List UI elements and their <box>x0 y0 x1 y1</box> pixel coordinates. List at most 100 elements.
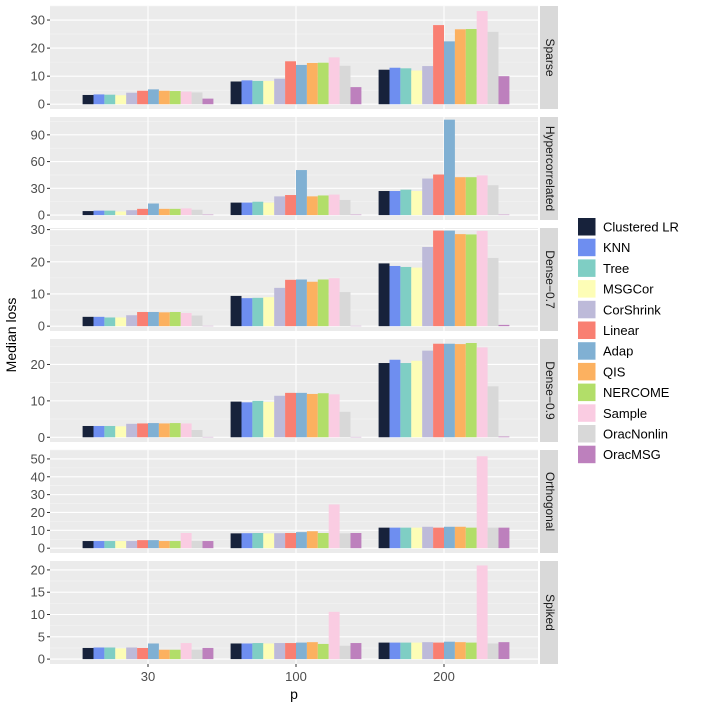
bar-clustered-lr-p200 <box>378 642 390 660</box>
bar-linear-p200 <box>433 230 444 327</box>
y-tick-label: 90 <box>31 127 45 142</box>
bar-adap-p100 <box>296 532 307 549</box>
bar-msgcor-p30 <box>115 211 127 216</box>
legend-swatch-oracmsg <box>578 445 596 464</box>
legend-label: Clustered LR <box>603 220 679 235</box>
bar-oracmsg-p100 <box>350 643 362 660</box>
legend-swatch-nercome <box>578 383 596 402</box>
bar-clustered-lr-p30 <box>82 211 94 216</box>
bar-knn-p100 <box>241 298 253 327</box>
bar-oracnonlin-p200 <box>487 257 499 327</box>
bar-qis-p30 <box>158 541 170 549</box>
bar-tree-p200 <box>400 527 412 549</box>
bar-knn-p200 <box>389 359 401 438</box>
bar-tree-p100 <box>252 643 264 660</box>
bar-tree-p200 <box>400 266 412 327</box>
bar-corshrink-p100 <box>274 643 286 660</box>
bar-knn-p100 <box>241 533 253 549</box>
bar-sample-p200 <box>476 347 488 438</box>
bar-clustered-lr-p100 <box>230 401 242 438</box>
bar-oracmsg-p100 <box>350 87 362 105</box>
bar-adap-p200 <box>444 230 455 327</box>
bar-linear-p100 <box>285 279 296 327</box>
bar-qis-p100 <box>306 281 318 327</box>
bar-sample-p200 <box>476 175 488 216</box>
bar-knn-p100 <box>241 80 253 105</box>
bar-linear-p100 <box>285 392 296 438</box>
legend-label: Tree <box>603 261 629 276</box>
legend-swatch-corshrink <box>578 300 596 319</box>
bar-adap-p30 <box>148 89 159 105</box>
bar-tree-p30 <box>104 94 116 105</box>
bar-knn-p30 <box>93 316 105 327</box>
legend-label: OracNonlin <box>603 427 668 442</box>
bar-knn-p200 <box>389 191 401 216</box>
y-tick-label: 20 <box>31 505 45 520</box>
bar-msgcor-p200 <box>411 360 423 438</box>
bar-oracnonlin-p100 <box>339 411 351 438</box>
bar-knn-p100 <box>241 643 253 660</box>
legend-swatch-linear <box>578 321 596 339</box>
x-tick-label: 100 <box>285 669 307 684</box>
bar-tree-p30 <box>104 647 116 660</box>
bar-linear-p30 <box>137 208 148 216</box>
bar-linear-p30 <box>137 647 148 660</box>
bar-msgcor-p200 <box>411 267 423 327</box>
bar-msgcor-p30 <box>115 95 127 105</box>
bar-adap-p30 <box>148 312 159 327</box>
bar-sample-p200 <box>476 11 488 105</box>
bar-knn-p30 <box>93 647 105 660</box>
legend-swatch-adap <box>578 342 596 360</box>
bar-corshrink-p200 <box>422 642 434 660</box>
bar-qis-p100 <box>306 196 318 216</box>
bar-clustered-lr-p30 <box>82 647 94 660</box>
bar-nercome-p100 <box>317 195 329 216</box>
facet-strip-label: Dense−0.9 <box>543 361 557 420</box>
bar-qis-p100 <box>306 62 318 105</box>
bar-knn-p100 <box>241 402 253 438</box>
bar-adap-p200 <box>444 119 455 216</box>
bar-adap-p30 <box>148 203 159 216</box>
bar-corshrink-p200 <box>422 350 434 438</box>
bar-corshrink-p200 <box>422 66 434 105</box>
bar-nercome-p30 <box>169 312 181 327</box>
bar-adap-p100 <box>296 170 307 216</box>
bar-nercome-p200 <box>465 29 477 105</box>
bar-msgcor-p30 <box>115 648 127 660</box>
bar-nercome-p200 <box>465 234 477 327</box>
bar-qis-p30 <box>158 208 170 216</box>
bar-adap-p200 <box>444 641 455 660</box>
bar-clustered-lr-p200 <box>378 191 390 216</box>
bar-linear-p30 <box>137 90 148 105</box>
bar-nercome-p100 <box>317 279 329 327</box>
bar-knn-p30 <box>93 425 105 438</box>
bar-qis-p200 <box>454 234 466 327</box>
legend-swatch-tree <box>578 259 596 277</box>
x-axis: 30 100 200 <box>141 664 455 684</box>
legend-label: NERCOME <box>603 385 670 400</box>
bar-qis-p100 <box>306 531 318 549</box>
y-tick-label: 0 <box>38 652 45 667</box>
bar-msgcor-p100 <box>263 80 275 105</box>
bar-linear-p100 <box>285 195 296 216</box>
y-tick-label: 10 <box>31 523 45 538</box>
bar-clustered-lr-p30 <box>82 541 94 549</box>
bar-sample-p100 <box>328 504 340 549</box>
bar-tree-p100 <box>252 400 264 438</box>
bar-tree-p200 <box>400 68 412 105</box>
bar-msgcor-p30 <box>115 426 127 438</box>
bar-clustered-lr-p100 <box>230 81 242 105</box>
bar-corshrink-p100 <box>274 395 286 438</box>
panel-4: 0 10 20 30 40 50 Orthogonal <box>31 449 558 556</box>
y-tick-label: 20 <box>31 254 45 269</box>
bar-nercome-p200 <box>465 177 477 216</box>
bar-clustered-lr-p30 <box>82 425 94 438</box>
bar-knn-p30 <box>93 94 105 105</box>
bar-qis-p30 <box>158 423 170 438</box>
legend-swatch-knn <box>578 238 596 257</box>
y-tick-label: 5 <box>38 629 45 644</box>
bar-oracnonlin-p30 <box>191 209 203 216</box>
bar-linear-p30 <box>137 540 148 549</box>
bar-msgcor-p100 <box>263 401 275 438</box>
bar-clustered-lr-p100 <box>230 202 242 216</box>
